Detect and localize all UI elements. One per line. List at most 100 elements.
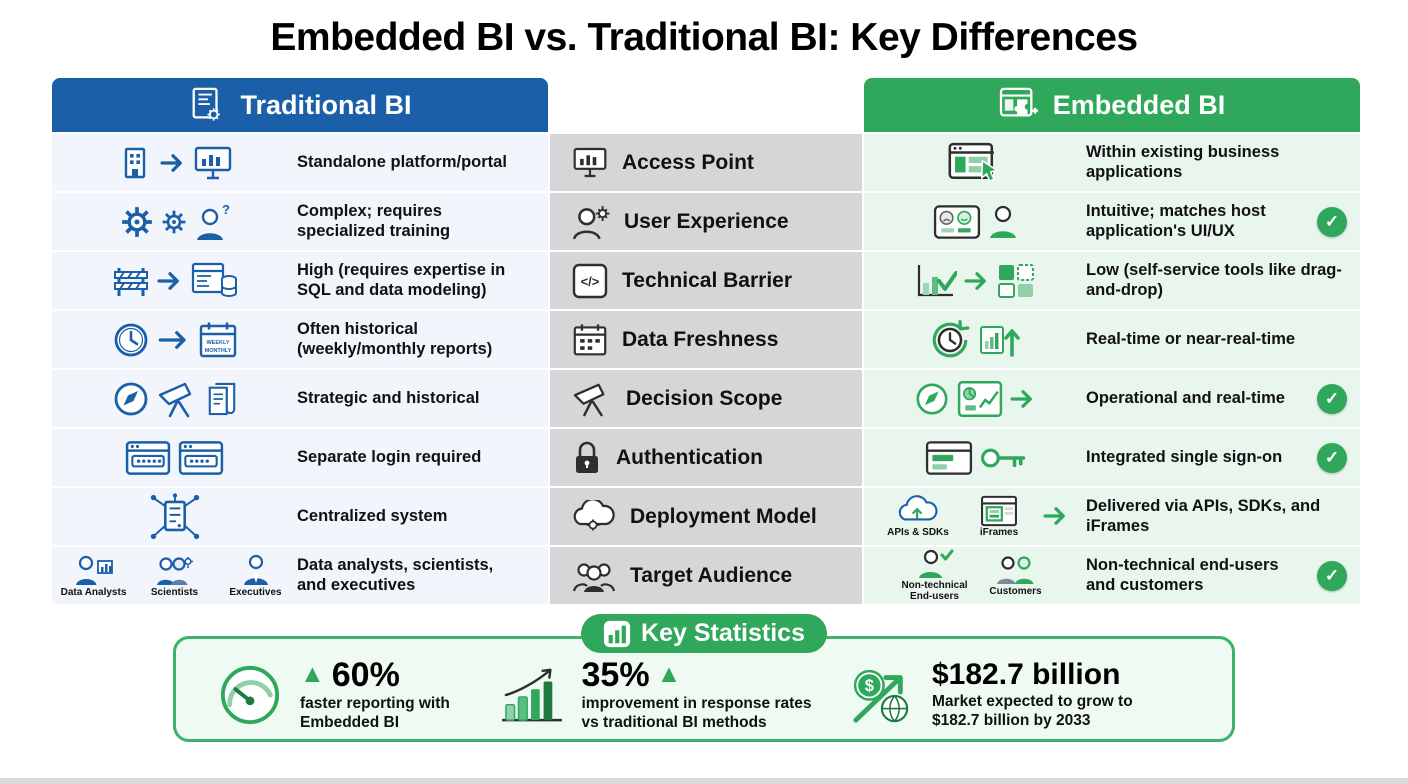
icon-label-customers: Customers bbox=[989, 585, 1042, 597]
traditional-cell-data-freshness: WEEKLY MONTHLY Often historical (weekly/… bbox=[52, 311, 548, 368]
svg-text:</>: </> bbox=[581, 274, 600, 289]
category-cell-target-audience: Target Audience bbox=[550, 547, 862, 604]
gear-icon bbox=[162, 210, 185, 233]
icon-label-data-analysts: Data Analysts bbox=[60, 586, 127, 598]
check-icon: ✓ bbox=[1317, 442, 1347, 473]
traditional-value: Strategic and historical bbox=[297, 388, 480, 407]
svg-text:MONTHLY: MONTHLY bbox=[204, 348, 231, 354]
svg-text:WEEKLY: WEEKLY bbox=[206, 340, 229, 346]
stat-value: 35% ▲ bbox=[581, 655, 682, 694]
page-title: Embedded BI vs. Traditional BI: Key Diff… bbox=[270, 16, 1138, 59]
svg-text:?: ? bbox=[222, 203, 230, 217]
arrow-right-icon bbox=[156, 271, 179, 290]
lock-icon bbox=[576, 441, 598, 473]
category-label: Access Point bbox=[622, 150, 754, 174]
embedded-cell-user-experience: Intuitive; matches host application's UI… bbox=[864, 193, 1360, 250]
feedback-faces-icon bbox=[933, 204, 980, 239]
traditional-cell-decision-scope: Strategic and historical bbox=[52, 370, 548, 427]
traditional-cell-user-experience: ? Complex; requires specialized training bbox=[52, 193, 548, 250]
traditional-bi-label: Traditional BI bbox=[240, 89, 412, 120]
user-gears-icon bbox=[572, 205, 610, 239]
embedded-value: Operational and real-time bbox=[1086, 388, 1285, 407]
gear-icon bbox=[121, 206, 152, 237]
clock-refresh-icon bbox=[932, 319, 969, 357]
traditional-value: Standalone platform/portal bbox=[297, 152, 507, 171]
key-icon bbox=[980, 448, 1025, 467]
stat-faster-reporting: ▲ 60% faster reporting with Embedded BI bbox=[216, 658, 475, 733]
building-icon bbox=[124, 147, 145, 178]
puzzle-window-icon bbox=[999, 87, 1038, 117]
key-statistics-box: ▲ 60% faster reporting with Embedded BI … bbox=[173, 636, 1235, 742]
browser-icon bbox=[925, 440, 972, 475]
monitor-icon bbox=[194, 146, 231, 179]
growth-chart-icon bbox=[501, 668, 562, 722]
traditional-value: Often historical (weekly/monthly reports… bbox=[297, 320, 493, 358]
realtime-chart-icon bbox=[979, 325, 1020, 357]
traditional-cell-technical-barrier: High (requires expertise in SQL and data… bbox=[52, 252, 548, 309]
embedded-value: Real-time or near-real-time bbox=[1086, 329, 1296, 348]
iframe-window-icon bbox=[981, 495, 1017, 526]
key-statistics-section: Key Statistics ▲ 60% faster reporting wi… bbox=[173, 614, 1235, 742]
traditional-value: Separate login required bbox=[297, 447, 482, 466]
stat-desc: faster reporting with Embedded BI bbox=[300, 694, 450, 731]
embedded-value: Intuitive; matches host application's UI… bbox=[1086, 202, 1266, 240]
stat-market-growth: $ $182.7 billion Market expected to grow… bbox=[844, 657, 1184, 731]
clock-icon bbox=[114, 323, 147, 356]
stat-value: $182.7 billion bbox=[932, 657, 1121, 691]
check-icon: ✓ bbox=[1317, 560, 1347, 591]
stat-desc: improvement in response rates vs traditi… bbox=[581, 694, 812, 731]
happy-person-icon bbox=[989, 205, 1016, 238]
drag-drop-grid-icon bbox=[998, 263, 1034, 298]
login-window-icon bbox=[178, 440, 224, 475]
customers-icon bbox=[996, 555, 1033, 584]
traditional-value: Centralized system bbox=[297, 506, 448, 525]
audience-icon bbox=[572, 562, 616, 592]
confused-person-icon: ? bbox=[196, 203, 230, 240]
category-label: Target Audience bbox=[630, 563, 793, 587]
arrow-right-icon bbox=[1043, 507, 1065, 526]
traditional-cell-target-audience: Data Analysts Scientists bbox=[52, 547, 548, 604]
chart-check-icon bbox=[917, 264, 957, 296]
stat-desc: Market expected to grow to $182.7 billio… bbox=[932, 692, 1133, 729]
embedded-value: Integrated single sign-on bbox=[1086, 447, 1283, 466]
category-label: Technical Barrier bbox=[622, 268, 793, 292]
cloud-gear-icon bbox=[573, 499, 615, 530]
scroll-icon bbox=[208, 382, 235, 415]
category-label: Data Freshness bbox=[622, 327, 779, 351]
check-icon: ✓ bbox=[1317, 383, 1347, 414]
embedded-cell-target-audience: Non-technical End-users Customers Non-te… bbox=[864, 547, 1360, 604]
telescope-icon bbox=[573, 383, 605, 416]
category-label: Deployment Model bbox=[630, 504, 817, 528]
icon-label-non-technical: Non-technical End-users bbox=[901, 580, 968, 602]
telescope-icon bbox=[158, 382, 191, 417]
traditional-value: Data analysts, scientists, and executive… bbox=[297, 556, 494, 594]
arrow-right-icon bbox=[159, 153, 182, 172]
comparison-table: Traditional BI Embedded BI bbox=[52, 78, 1360, 604]
embedded-bi-header: Embedded BI bbox=[864, 78, 1360, 132]
server-network-icon bbox=[150, 492, 199, 539]
monitor-icon bbox=[573, 147, 607, 178]
embedded-bi-label: Embedded BI bbox=[1052, 89, 1226, 120]
dollar-growth-icon: $ bbox=[853, 669, 909, 723]
traditional-cell-deployment-model: Centralized system bbox=[52, 488, 548, 545]
arrow-right-icon bbox=[158, 330, 186, 349]
data-analysts-icon bbox=[75, 555, 113, 585]
category-cell-user-experience: User Experience bbox=[550, 193, 862, 250]
calendar-icon bbox=[573, 323, 607, 355]
traditional-value: Complex; requires specialized training bbox=[297, 202, 451, 240]
compass-icon bbox=[114, 382, 147, 415]
category-label: Authentication bbox=[616, 445, 763, 469]
traditional-value: High (requires expertise in SQL and data… bbox=[297, 261, 506, 299]
end-user-icon bbox=[918, 549, 953, 579]
bar-chart-icon bbox=[603, 620, 631, 647]
category-cell-data-freshness: Data Freshness bbox=[550, 311, 862, 368]
embedded-cell-authentication: Integrated single sign-on ✓ bbox=[864, 429, 1360, 486]
icon-label-executives: Executives bbox=[229, 586, 282, 598]
report-gear-icon bbox=[193, 87, 221, 121]
stat-response-rates: 35% ▲ improvement in response rates vs t… bbox=[498, 658, 822, 733]
embedded-cell-decision-scope: Operational and real-time ✓ bbox=[864, 370, 1360, 427]
compass-icon bbox=[916, 382, 948, 415]
embedded-value: Non-technical end-users and customers bbox=[1086, 556, 1279, 594]
icon-label-scientists: Scientists bbox=[150, 586, 199, 598]
embedded-cell-deployment-model: APIs & SDKs iFrames Delivered via APIs, … bbox=[864, 488, 1360, 545]
